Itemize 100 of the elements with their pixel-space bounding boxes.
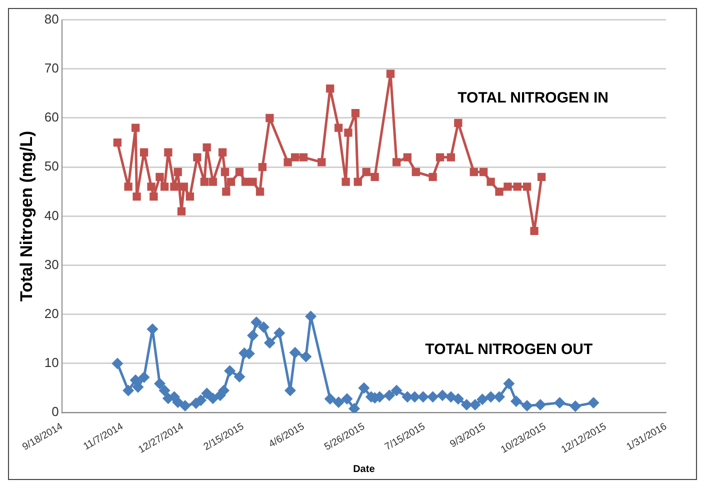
point bbox=[284, 385, 296, 396]
point bbox=[446, 153, 456, 162]
point bbox=[123, 385, 134, 396]
point bbox=[180, 182, 188, 191]
point bbox=[326, 84, 334, 93]
point bbox=[470, 399, 480, 410]
point bbox=[418, 392, 428, 402]
point bbox=[588, 398, 599, 408]
point bbox=[513, 182, 522, 191]
point bbox=[535, 399, 546, 410]
point bbox=[454, 118, 462, 127]
point bbox=[324, 394, 336, 404]
point bbox=[248, 330, 258, 341]
point bbox=[220, 168, 230, 176]
point bbox=[554, 398, 565, 408]
point bbox=[386, 70, 395, 78]
point bbox=[428, 392, 438, 402]
point bbox=[208, 178, 217, 186]
point bbox=[234, 371, 245, 382]
point bbox=[470, 168, 478, 176]
y-tick-label: 50 bbox=[44, 158, 59, 174]
y-axis-title: Total Nitrogen (mg/L) bbox=[16, 130, 36, 302]
point bbox=[124, 182, 132, 191]
point bbox=[164, 148, 172, 156]
point bbox=[522, 400, 532, 411]
point bbox=[170, 182, 178, 191]
point bbox=[200, 178, 209, 186]
point bbox=[284, 158, 292, 166]
point bbox=[391, 385, 402, 396]
y-tick-label: 30 bbox=[44, 256, 59, 272]
point bbox=[258, 322, 269, 332]
point bbox=[510, 396, 522, 407]
point bbox=[248, 178, 257, 186]
point bbox=[256, 188, 264, 196]
point bbox=[486, 178, 495, 186]
point bbox=[358, 382, 370, 394]
y-tick-label: 60 bbox=[44, 110, 59, 125]
point bbox=[349, 403, 360, 413]
point bbox=[131, 124, 140, 132]
y-tick-label: 0 bbox=[52, 404, 59, 420]
point bbox=[436, 153, 444, 162]
point bbox=[222, 188, 230, 196]
y-tick-label: 40 bbox=[44, 208, 59, 223]
point bbox=[495, 188, 504, 196]
point bbox=[180, 400, 190, 411]
point bbox=[193, 153, 202, 162]
point bbox=[306, 311, 316, 322]
point bbox=[477, 394, 488, 405]
point bbox=[494, 392, 505, 402]
point bbox=[384, 390, 395, 401]
point bbox=[154, 378, 165, 389]
point bbox=[130, 374, 141, 386]
point bbox=[202, 143, 211, 152]
point bbox=[186, 192, 194, 201]
point bbox=[437, 390, 448, 401]
point bbox=[226, 178, 236, 186]
point bbox=[138, 372, 150, 382]
point bbox=[147, 324, 158, 334]
point bbox=[334, 124, 343, 132]
point bbox=[402, 392, 413, 402]
point bbox=[452, 394, 464, 404]
point bbox=[132, 192, 141, 201]
point bbox=[258, 163, 267, 172]
y-tick-label: 10 bbox=[44, 355, 59, 370]
point bbox=[412, 168, 420, 176]
point bbox=[159, 385, 170, 396]
point bbox=[504, 182, 512, 191]
point bbox=[333, 397, 344, 408]
point bbox=[392, 158, 401, 166]
point bbox=[461, 399, 472, 410]
point bbox=[274, 328, 285, 338]
point bbox=[530, 226, 538, 235]
point bbox=[113, 138, 122, 147]
point bbox=[300, 351, 312, 362]
point bbox=[251, 316, 262, 328]
point bbox=[504, 378, 514, 389]
y-tick-label: 20 bbox=[44, 306, 59, 321]
point bbox=[290, 153, 300, 162]
y-tick-label: 80 bbox=[44, 11, 59, 26]
point bbox=[160, 182, 169, 191]
point bbox=[177, 207, 186, 216]
point bbox=[172, 397, 184, 408]
point bbox=[174, 168, 182, 176]
point bbox=[224, 366, 236, 376]
point bbox=[403, 153, 412, 162]
x-axis-title: Date bbox=[353, 464, 376, 475]
point bbox=[241, 178, 250, 186]
point bbox=[140, 148, 148, 156]
point bbox=[351, 109, 360, 118]
point bbox=[196, 395, 206, 406]
point bbox=[150, 192, 158, 201]
series-label: TOTAL NITROGEN IN bbox=[458, 89, 609, 106]
point bbox=[147, 182, 156, 191]
point bbox=[446, 392, 456, 402]
point bbox=[266, 114, 274, 122]
point bbox=[428, 172, 437, 181]
y-tick-label: 70 bbox=[44, 60, 59, 76]
point bbox=[132, 382, 144, 392]
point bbox=[208, 393, 218, 404]
point bbox=[486, 392, 496, 402]
